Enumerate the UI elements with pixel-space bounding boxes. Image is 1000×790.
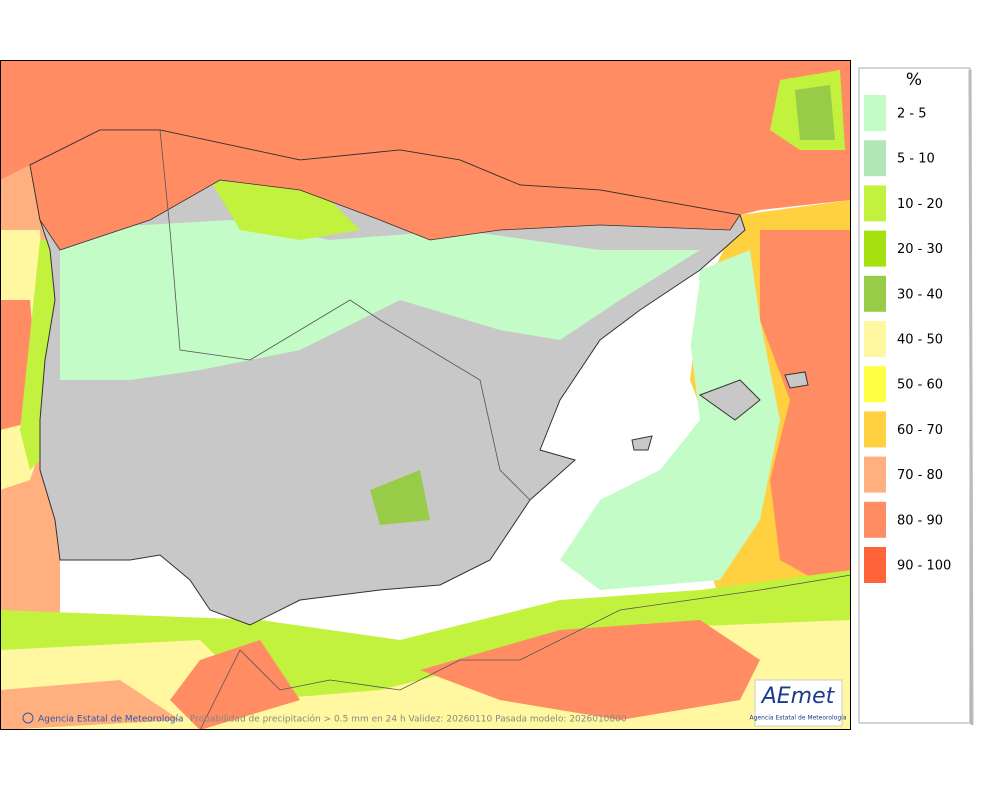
legend-swatch [864,456,886,493]
copyright-icon [22,712,34,724]
legend-swatch [864,411,886,448]
legend-swatch [864,321,886,357]
legend-swatch [864,366,886,403]
sea-band [170,640,300,730]
logo-subtitle: Agencia Estatal de Meteorología [750,715,847,722]
legend-shadow [968,69,974,726]
legend-title: % [906,70,922,90]
agency-credit: Agencia Estatal de Meteorología [38,715,184,725]
legend-label: 10 - 20 [897,197,943,212]
sea-area [600,280,700,480]
land-band [370,470,430,525]
sea-band [420,620,760,720]
sea-band [795,85,835,140]
land-band [60,220,700,380]
map [0,60,852,731]
coastline [199,574,852,731]
legend-swatch [864,547,886,583]
island [784,371,809,389]
legend-swatch [864,275,886,312]
legend: 2 - 5 5 - 10 10 - 20 20 - 30 30 - 40 40 - 50 5… [864,95,951,583]
sea-band [560,250,780,590]
sea-area [0,60,851,215]
legend-label: 80 - 90 [897,513,943,528]
map-frame [0,60,851,730]
sea-band [0,680,180,730]
legend-label: 50 - 60 [897,378,943,393]
legend-label: 20 - 30 [897,242,943,257]
sea-band [760,230,851,600]
legend-label: 60 - 70 [897,423,943,438]
legend-label: 5 - 10 [897,152,935,167]
legend-swatch [864,501,886,538]
land-band [29,129,741,251]
legend-swatch [864,230,886,267]
map-caption: Probabilidad de precipitación > 0.5 mm e… [190,714,627,725]
logo-box [754,679,843,727]
legend-label: 30 - 40 [897,287,943,302]
legend-swatch [864,185,886,222]
legend-swatch [864,140,886,177]
borders [159,129,531,501]
logo-name: AEmet [760,684,836,709]
island [631,435,653,451]
legend-label: 40 - 50 [897,333,943,348]
legend-swatch [864,95,886,131]
island [698,379,761,421]
legend-label: 2 - 5 [897,107,927,122]
legend-label: 70 - 80 [897,468,943,483]
legend-label: 90 - 100 [897,559,951,574]
